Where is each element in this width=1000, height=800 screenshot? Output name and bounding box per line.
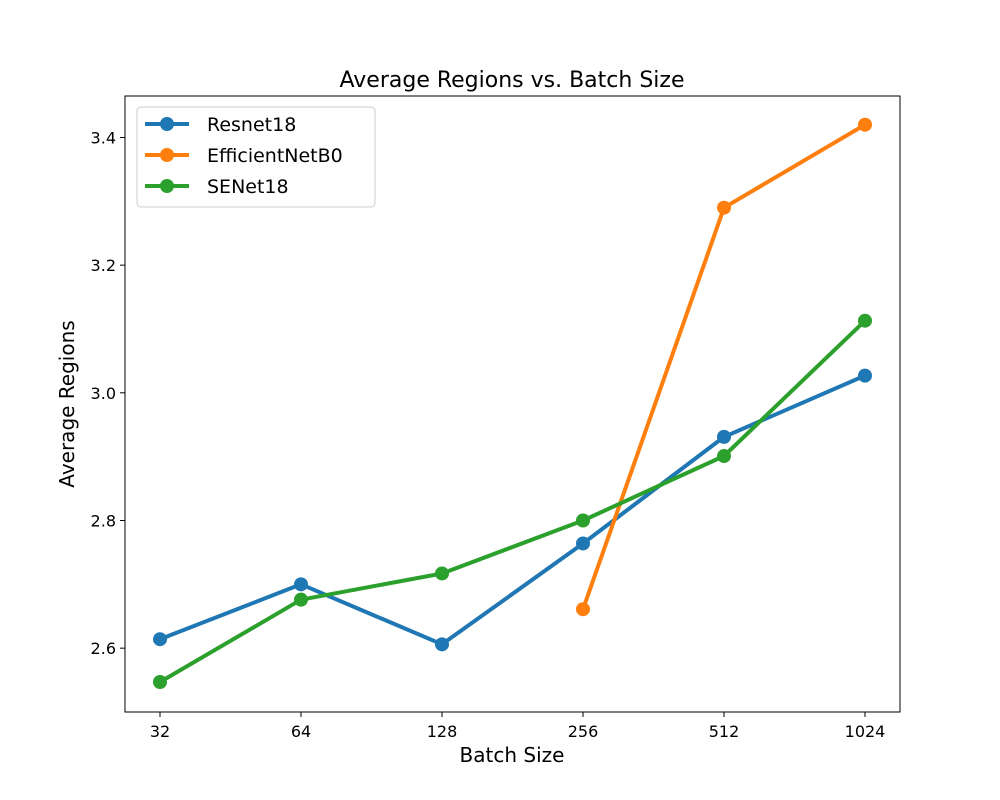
legend-marker	[160, 148, 174, 162]
x-tick-label: 512	[709, 722, 740, 741]
y-tick-label: 3.0	[91, 384, 116, 403]
x-tick-label: 1024	[845, 722, 886, 741]
y-tick-label: 3.4	[91, 128, 116, 147]
legend-marker	[160, 179, 174, 193]
data-point	[153, 674, 167, 689]
y-tick-label: 2.8	[91, 511, 116, 530]
data-point	[858, 313, 872, 328]
series-line-2	[158, 318, 867, 684]
data-point	[717, 200, 731, 215]
data-point	[294, 577, 308, 592]
data-point	[435, 566, 449, 581]
data-point	[858, 368, 872, 383]
x-tick-label: 256	[568, 722, 599, 741]
legend-marker	[160, 117, 174, 131]
series-line-1	[581, 122, 867, 612]
y-tick-label: 2.6	[91, 639, 116, 658]
data-point	[435, 637, 449, 652]
x-tick-label: 32	[150, 722, 170, 741]
data-point	[576, 513, 590, 528]
legend-label: EfficientNetB0	[207, 145, 343, 167]
data-point	[717, 449, 731, 464]
data-point	[858, 117, 872, 132]
y-axis-label: Average Regions	[55, 320, 79, 487]
x-axis: 32 64 128 256 512 1024	[150, 712, 886, 741]
legend: Resnet18 EfficientNetB0 SENet18	[136, 106, 376, 208]
plot-frame	[124, 95, 901, 713]
data-point	[294, 592, 308, 607]
data-point	[576, 602, 590, 617]
plot-layer	[153, 117, 872, 689]
series-line-0	[158, 373, 867, 647]
legend-box	[136, 106, 376, 208]
x-tick-label: 64	[291, 722, 311, 741]
legend-label: Resnet18	[207, 114, 296, 136]
y-tick-label: 3.2	[91, 256, 116, 275]
x-tick-label: 128	[427, 722, 458, 741]
chart-title: Average Regions vs. Batch Size	[340, 68, 685, 93]
data-point	[717, 429, 731, 444]
data-point	[576, 536, 590, 551]
legend-label: SENet18	[207, 176, 289, 198]
x-axis-label: Batch Size	[460, 743, 565, 767]
y-axis: 2.6 2.8 3.0 3.2 3.4	[91, 128, 125, 658]
data-point	[153, 632, 167, 647]
